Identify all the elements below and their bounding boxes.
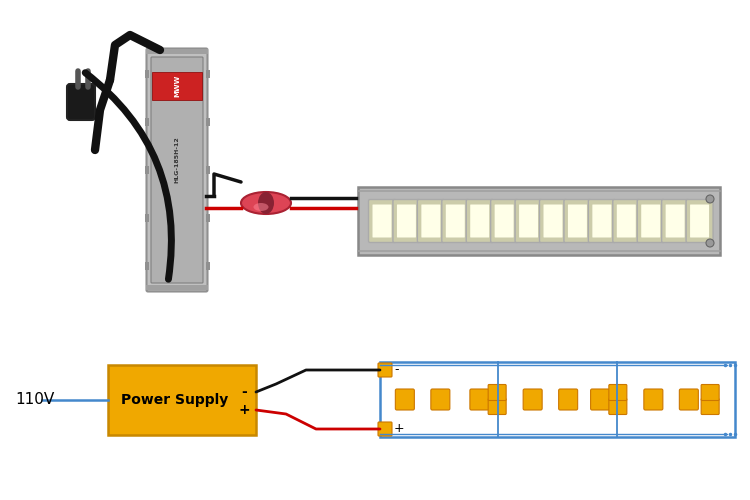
Text: HLG-185H-12: HLG-185H-12 <box>175 136 179 184</box>
FancyBboxPatch shape <box>701 398 719 414</box>
FancyBboxPatch shape <box>422 204 440 238</box>
FancyBboxPatch shape <box>568 204 587 238</box>
FancyBboxPatch shape <box>515 200 542 242</box>
FancyBboxPatch shape <box>524 389 542 410</box>
Bar <box>145 214 149 222</box>
Ellipse shape <box>258 192 274 214</box>
FancyBboxPatch shape <box>378 422 392 436</box>
Bar <box>145 118 149 126</box>
FancyBboxPatch shape <box>590 389 610 410</box>
FancyBboxPatch shape <box>151 57 203 283</box>
FancyBboxPatch shape <box>108 365 256 435</box>
Text: +: + <box>238 403 250 417</box>
Bar <box>146 49 208 54</box>
Text: -: - <box>242 385 247 399</box>
FancyBboxPatch shape <box>446 204 465 238</box>
FancyBboxPatch shape <box>488 398 506 414</box>
FancyBboxPatch shape <box>488 384 506 400</box>
FancyBboxPatch shape <box>564 200 591 242</box>
FancyBboxPatch shape <box>466 200 494 242</box>
FancyBboxPatch shape <box>690 204 709 238</box>
Text: 110V: 110V <box>15 392 54 407</box>
FancyBboxPatch shape <box>701 384 719 400</box>
FancyBboxPatch shape <box>616 204 636 238</box>
FancyBboxPatch shape <box>666 204 685 238</box>
FancyBboxPatch shape <box>644 389 663 410</box>
FancyBboxPatch shape <box>490 200 517 242</box>
Bar <box>206 118 210 126</box>
Ellipse shape <box>254 203 268 211</box>
Text: MWW: MWW <box>174 75 180 97</box>
Ellipse shape <box>706 239 714 247</box>
FancyBboxPatch shape <box>417 200 444 242</box>
FancyBboxPatch shape <box>686 200 713 242</box>
FancyBboxPatch shape <box>662 200 688 242</box>
FancyBboxPatch shape <box>430 389 450 410</box>
FancyBboxPatch shape <box>495 204 514 238</box>
FancyBboxPatch shape <box>470 204 489 238</box>
Bar <box>206 214 210 222</box>
FancyBboxPatch shape <box>613 200 640 242</box>
FancyBboxPatch shape <box>680 389 698 410</box>
FancyBboxPatch shape <box>609 398 627 414</box>
Bar <box>206 166 210 174</box>
Bar <box>146 285 208 290</box>
Text: Power Supply: Power Supply <box>121 393 228 407</box>
Bar <box>358 187 720 255</box>
Ellipse shape <box>706 195 714 203</box>
FancyBboxPatch shape <box>152 72 202 100</box>
Bar <box>145 166 149 174</box>
Bar <box>145 70 149 78</box>
FancyBboxPatch shape <box>544 204 562 238</box>
FancyBboxPatch shape <box>67 84 95 120</box>
FancyBboxPatch shape <box>373 204 392 238</box>
Bar <box>380 362 735 437</box>
Text: +: + <box>394 422 405 436</box>
FancyBboxPatch shape <box>378 363 392 377</box>
Text: -: - <box>394 364 398 376</box>
FancyBboxPatch shape <box>393 200 420 242</box>
FancyBboxPatch shape <box>519 204 538 238</box>
Ellipse shape <box>241 192 291 214</box>
FancyBboxPatch shape <box>559 389 578 410</box>
FancyBboxPatch shape <box>397 204 416 238</box>
FancyBboxPatch shape <box>470 389 489 410</box>
FancyBboxPatch shape <box>609 384 627 400</box>
FancyBboxPatch shape <box>592 204 611 238</box>
Bar <box>206 262 210 270</box>
FancyBboxPatch shape <box>146 48 208 292</box>
Bar <box>145 262 149 270</box>
FancyBboxPatch shape <box>641 204 660 238</box>
FancyBboxPatch shape <box>395 389 414 410</box>
FancyBboxPatch shape <box>539 200 566 242</box>
FancyBboxPatch shape <box>442 200 469 242</box>
FancyBboxPatch shape <box>588 200 615 242</box>
Bar <box>206 70 210 78</box>
FancyBboxPatch shape <box>638 200 664 242</box>
FancyBboxPatch shape <box>368 200 395 242</box>
